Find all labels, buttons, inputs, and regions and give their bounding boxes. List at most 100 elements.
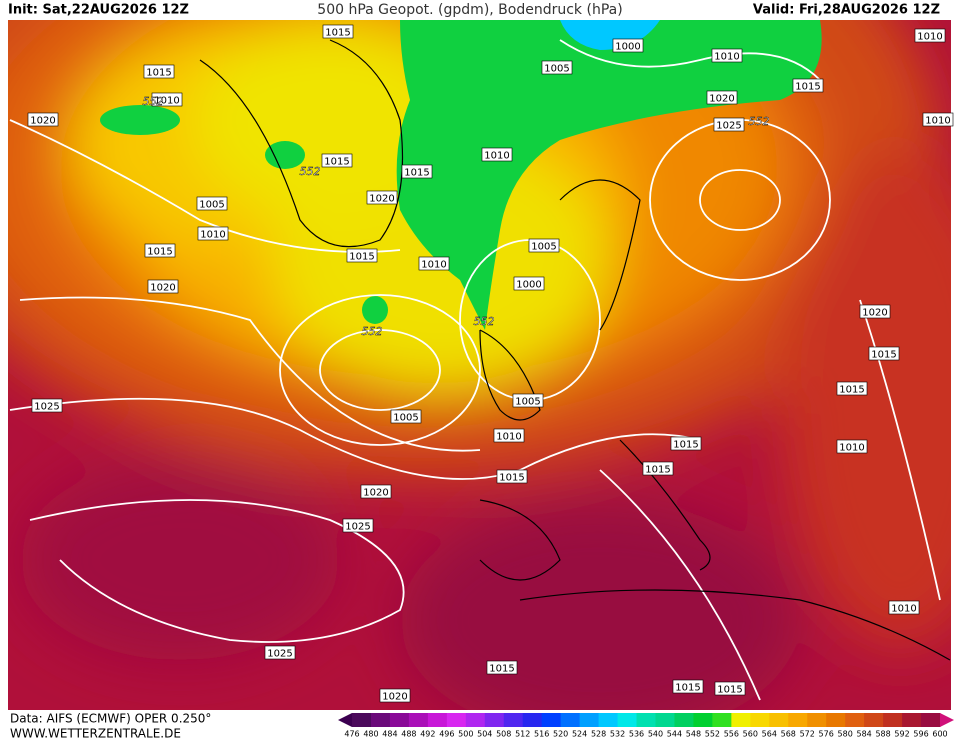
isobar-label: 1010	[200, 230, 225, 241]
colorbar-bin	[750, 713, 770, 727]
colorbar-bin	[389, 713, 410, 727]
colorbar-label: 568	[781, 730, 796, 739]
colorbar-label: 584	[856, 730, 871, 739]
isobar-label: 1010	[917, 32, 942, 43]
isobar-label: 1000	[516, 280, 541, 291]
height-label: 552	[300, 165, 321, 178]
isobar-label-box	[197, 226, 229, 241]
isobar-label-box	[379, 688, 411, 703]
colorbar-bin	[427, 713, 448, 727]
isobar-label-box	[713, 117, 745, 132]
isobar-label: 1015	[325, 28, 350, 39]
colorbar-bin	[352, 713, 372, 727]
isobar-label: 1015	[717, 685, 742, 696]
colorbar-label: 508	[496, 730, 511, 739]
colorbar-label: 500	[458, 730, 473, 739]
colorbar-label: 532	[610, 730, 625, 739]
isobar-label: 1010	[421, 260, 446, 271]
data-source: Data: AIFS (ECMWF) OPER 0.250°	[10, 712, 211, 726]
colorbar-bin	[712, 713, 732, 727]
isobar-label-box	[493, 428, 525, 443]
isobar-labels: 1015 1000 1005 1010 1015 1010 1020 1015 1020 1025…	[27, 24, 954, 703]
isobar-label-box	[672, 679, 704, 694]
isobar-label-box	[836, 439, 868, 454]
valid-time: Valid: Fri,28AUG2026 12Z	[753, 3, 940, 18]
isobar-label: 1000	[615, 42, 640, 53]
isobar-label: 1010	[839, 443, 864, 454]
isobar-label: 1015	[839, 385, 864, 396]
colorbar-label: 572	[800, 730, 815, 739]
height-label: 552	[143, 95, 164, 108]
isobar-label-box	[481, 147, 513, 162]
isobar-label: 1015	[404, 168, 429, 179]
colorbar-bin	[693, 713, 713, 727]
isobar-label-box	[868, 346, 900, 361]
colorbar-bin	[579, 713, 600, 727]
map-title: 500 hPa Geopot. (gpdm), Bodendruck (hPa)	[317, 2, 622, 18]
init-time: Init: Sat,22AUG2026 12Z	[8, 3, 189, 18]
isobar-label-box	[914, 28, 946, 43]
isobar-label: 1020	[30, 116, 55, 127]
isobar-label-box	[401, 164, 433, 179]
colorbar-bin	[883, 713, 903, 727]
colorbar-label: 496	[439, 730, 454, 739]
isobar-label-box	[496, 469, 528, 484]
isobar-label: 1015	[499, 473, 524, 484]
colorbar-bin	[560, 713, 581, 727]
colorbar-label: 504	[477, 730, 492, 739]
isobar-label-box	[888, 600, 920, 615]
colorbar-arrow-low	[338, 713, 352, 727]
isobar-label: 1020	[709, 94, 734, 105]
isobar-label-box	[144, 243, 176, 258]
isobar-label-box	[836, 381, 868, 396]
isobar-label-box	[264, 645, 296, 660]
colorbar-label: 488	[401, 730, 416, 739]
isobar-label-box	[512, 393, 544, 408]
colorbar-label: 492	[420, 730, 435, 739]
isobar-label-box	[322, 24, 354, 39]
colorbar-bin	[370, 713, 391, 727]
isobar-label-box	[859, 304, 891, 319]
colorbar-bin	[921, 713, 941, 727]
colorbar-label: 548	[686, 730, 701, 739]
colorbar-bin	[769, 713, 789, 727]
colorbar-bin	[598, 713, 619, 727]
height-labels: 552 552 552 552 552	[142, 95, 770, 338]
isobar-label: 1005	[199, 200, 224, 211]
colorbar-label: 520	[553, 730, 568, 739]
height-label: 552	[749, 115, 770, 128]
isobar-label-box	[711, 48, 743, 63]
isobar-label: 1015	[324, 157, 349, 168]
isobar-label-box	[612, 38, 644, 53]
colorbar-label: 580	[838, 730, 853, 739]
colorbar-bin	[541, 713, 562, 727]
colorbar: 476 480 484 488 492 496 500 504 508 512 516 520 524 5…	[338, 713, 954, 739]
isobar-label-box	[390, 409, 422, 424]
isobar-label: 1010	[496, 432, 521, 443]
colorbar-label: 528	[591, 730, 606, 739]
isobar-label: 1015	[645, 465, 670, 476]
isobar-label-box	[922, 112, 954, 127]
isobar-label: 1020	[862, 308, 887, 319]
isobar-label-box	[147, 279, 179, 294]
isobar-label-box	[541, 60, 573, 75]
colorbar-label: 596	[913, 730, 928, 739]
isobar-label: 1025	[34, 402, 59, 413]
isobar-label-box	[670, 436, 702, 451]
isobar-label-box	[714, 681, 746, 696]
isobar-label-box	[513, 276, 545, 291]
isobar-label-box	[642, 461, 674, 476]
colorbar-bin	[807, 713, 827, 727]
colorbar-bin	[788, 713, 808, 727]
isobar-label: 1010	[714, 52, 739, 63]
colorbar-bin	[636, 713, 656, 727]
isobar-label-box	[366, 190, 398, 205]
isobar-label: 1020	[369, 194, 394, 205]
isobar-label: 1025	[716, 121, 741, 132]
colorbar-arrow-high	[940, 713, 954, 727]
isobar-label: 1010	[891, 604, 916, 615]
colorbar-bin	[408, 713, 429, 727]
colorbar-label: 512	[515, 730, 530, 739]
colorbar-bin	[826, 713, 846, 727]
